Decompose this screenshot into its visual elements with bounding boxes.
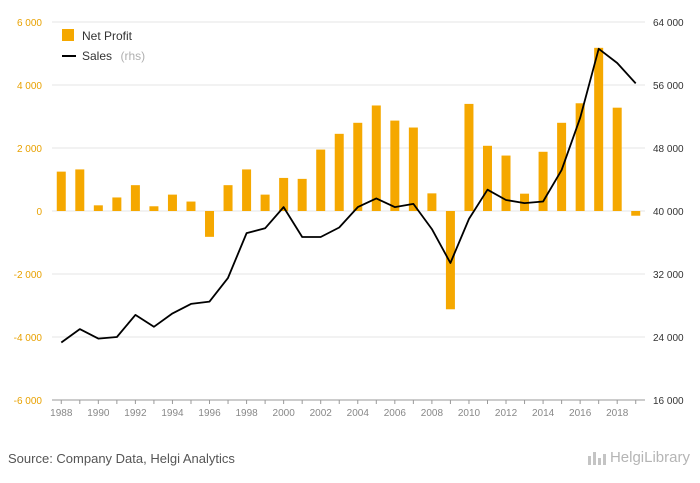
chart: -6 000 -4 000 -2 000 0 2 000 4 000 6 000 16 000… <box>14 18 684 419</box>
net-profit-bar <box>112 197 122 211</box>
y-left-tick-label: 4 000 <box>17 81 42 92</box>
net-profit-bars <box>56 47 641 310</box>
net-profit-bar <box>464 103 474 211</box>
net-profit-bar <box>93 205 103 211</box>
x-tick-label: 2014 <box>532 408 555 419</box>
net-profit-bar <box>594 47 604 211</box>
net-profit-bar <box>334 133 344 211</box>
y-right-tick-label: 32 000 <box>653 270 684 281</box>
y-left-tick-label: 2 000 <box>17 144 42 155</box>
legend-bar-swatch <box>62 29 74 41</box>
y-left-tick-label: -4 000 <box>14 333 43 344</box>
y-right-tick-label: 16 000 <box>653 396 684 407</box>
y-right-tick-label: 48 000 <box>653 144 684 155</box>
x-tick-label: 1990 <box>87 408 110 419</box>
net-profit-bar <box>260 194 270 211</box>
x-tick-label: 2002 <box>310 408 333 419</box>
y-right-tick-label: 24 000 <box>653 333 684 344</box>
sales-line <box>60 47 637 344</box>
y-left-tick-label: -2 000 <box>14 270 43 281</box>
net-profit-bar <box>612 107 622 211</box>
net-profit-bar <box>205 211 215 237</box>
sales-line-series <box>60 47 637 344</box>
net-profit-bar <box>427 193 437 211</box>
net-profit-bar <box>149 206 159 211</box>
x-tick-label: 1996 <box>198 408 221 419</box>
net-profit-bar <box>408 127 418 211</box>
axes: -6 000 -4 000 -2 000 0 2 000 4 000 6 000 16 000… <box>14 18 684 419</box>
x-tick-label: 2006 <box>384 408 407 419</box>
net-profit-bar <box>56 171 66 211</box>
library-icon <box>587 451 606 465</box>
y-left-tick-label: 0 <box>36 207 42 218</box>
x-tick-label: 1988 <box>50 408 73 419</box>
net-profit-bar <box>279 177 289 211</box>
legend: Net Profit Sales (rhs) <box>62 29 145 64</box>
x-tick-label: 2010 <box>458 408 481 419</box>
x-tick-label: 1994 <box>161 408 184 419</box>
gridlines <box>52 21 645 401</box>
net-profit-bar <box>631 211 641 216</box>
net-profit-bar <box>75 169 85 211</box>
net-profit-bar <box>371 105 381 211</box>
source-note: Source: Company Data, Helgi Analytics <box>8 451 235 466</box>
net-profit-bar <box>482 145 492 211</box>
legend-line-text: Sales (rhs) <box>82 47 145 64</box>
net-profit-bar <box>223 185 233 211</box>
y-right-tick-label: 64 000 <box>653 18 684 29</box>
net-profit-bar <box>501 155 511 211</box>
y-right-tick-label: 40 000 <box>653 207 684 218</box>
y-right-tick-label: 56 000 <box>653 81 684 92</box>
helgi-library-logo: HelgiLibrary <box>587 449 690 466</box>
net-profit-bar <box>353 122 363 211</box>
net-profit-bar <box>186 201 196 211</box>
y-left-tick-label: -6 000 <box>14 396 43 407</box>
net-profit-bar <box>167 194 177 211</box>
x-tick-label: 1992 <box>124 408 147 419</box>
x-tick-label: 1998 <box>235 408 258 419</box>
y-left-tick-label: 6 000 <box>17 18 42 29</box>
net-profit-bar <box>316 149 326 211</box>
net-profit-bar <box>242 169 252 211</box>
x-tick-label: 2018 <box>606 408 629 419</box>
net-profit-bar <box>538 151 548 211</box>
x-tick-label: 2012 <box>495 408 518 419</box>
net-profit-bar <box>130 185 140 211</box>
x-tick-label: 2008 <box>421 408 444 419</box>
net-profit-bar <box>557 122 567 211</box>
net-profit-bar <box>390 120 400 211</box>
x-tick-label: 2004 <box>347 408 370 419</box>
net-profit-bar <box>575 103 585 211</box>
x-tick-label: 2016 <box>569 408 592 419</box>
legend-line-sub: (rhs) <box>120 49 145 63</box>
logo-text: HelgiLibrary <box>609 449 690 466</box>
net-profit-bar <box>297 178 307 211</box>
legend-bar-label: Net Profit <box>82 29 133 43</box>
net-profit-bar <box>445 211 455 310</box>
legend-line-label: Sales <box>82 49 112 63</box>
x-tick-label: 2000 <box>273 408 296 419</box>
